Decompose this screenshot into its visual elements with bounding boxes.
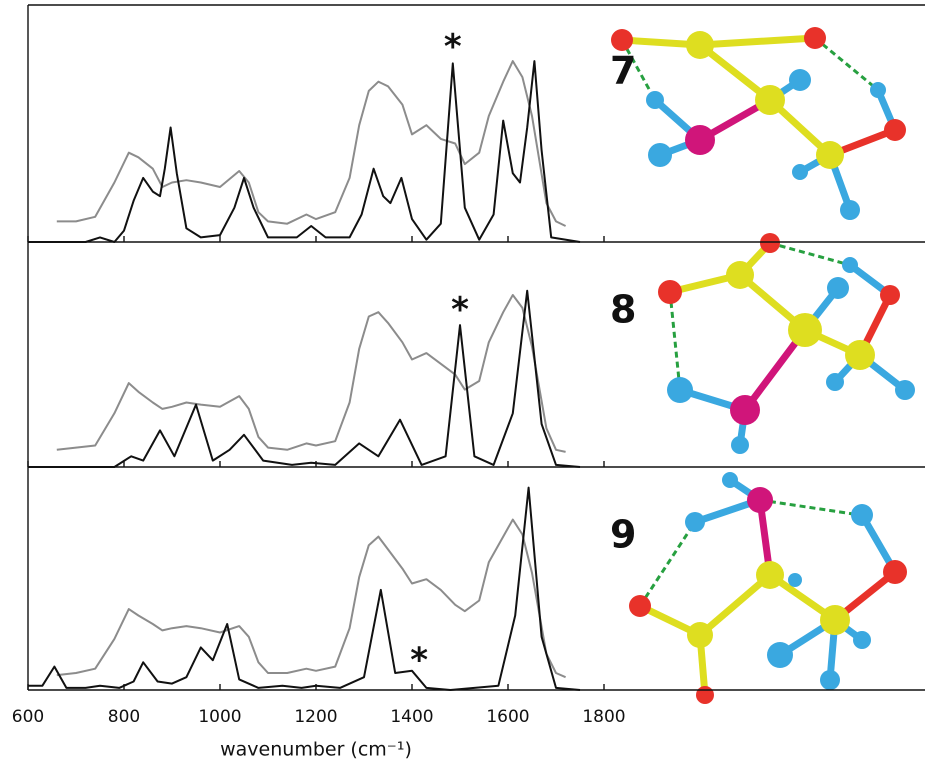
molecule-9 — [629, 472, 907, 704]
x-tick-label: 1600 — [486, 707, 529, 727]
chart: wavenumber (cm⁻¹) * 7 * 8 600 800 1000 1200 1400… — [0, 0, 925, 764]
x-tick-label: 600 — [12, 707, 44, 727]
x-tick-label: 800 — [108, 707, 140, 727]
molecule-7 — [611, 27, 906, 220]
peak-marker: * — [444, 27, 462, 67]
x-tick-label: 1000 — [198, 707, 241, 727]
molecule-8 — [658, 233, 915, 454]
x-tick-label: 1800 — [582, 707, 625, 727]
spectrum-line — [28, 291, 580, 467]
spectrum-line — [28, 488, 580, 690]
spectrum-line — [57, 295, 566, 452]
panel-label: 9 — [610, 513, 636, 557]
spectrum-line — [57, 520, 566, 678]
peak-marker: * — [410, 640, 428, 680]
x-axis-title: wavenumber (cm⁻¹) — [220, 739, 412, 761]
molecule-structures — [611, 27, 915, 704]
x-tick-label: 1200 — [294, 707, 337, 727]
panel-label: 8 — [610, 288, 636, 332]
x-tick-label: 1400 — [390, 707, 433, 727]
panel-label: 7 — [610, 49, 636, 93]
peak-marker: * — [451, 290, 469, 330]
